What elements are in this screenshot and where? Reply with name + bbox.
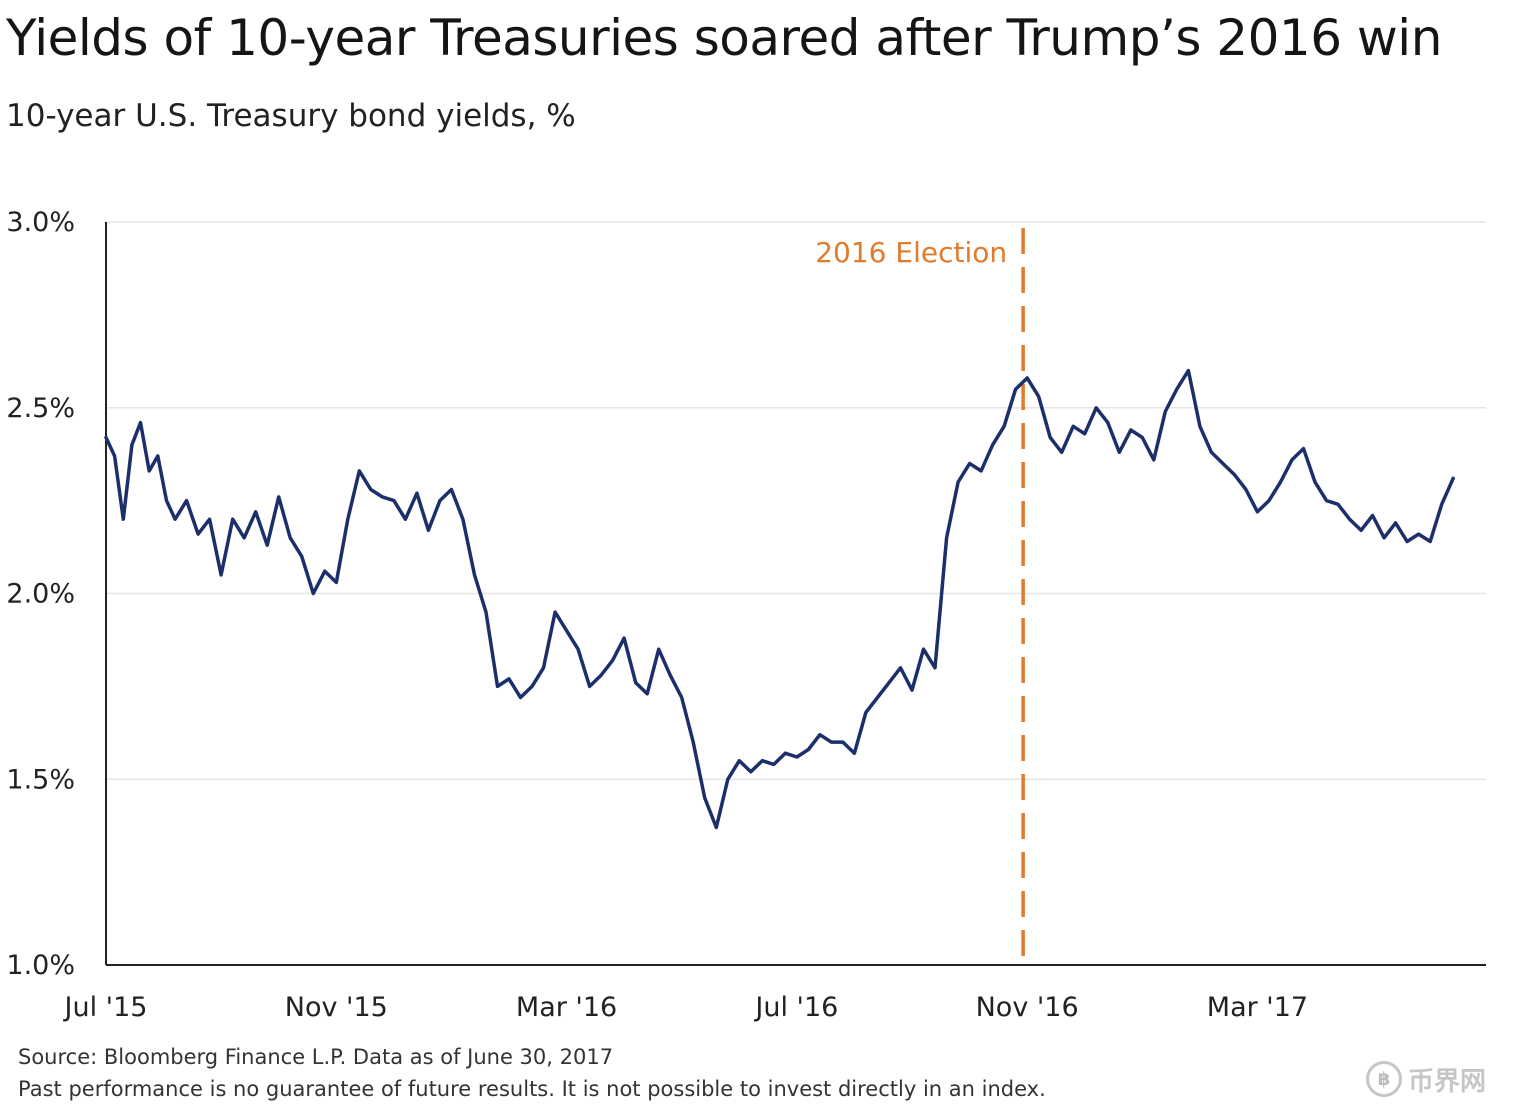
y-axis-ticks: 1.0% 1.5% 2.0% 2.5% 3.0% <box>6 207 75 981</box>
series-line-10y-yield <box>104 368 1455 830</box>
watermark-logo: ฿ 币界网 <box>1366 1056 1506 1102</box>
watermark-text: 币界网 <box>1408 1066 1487 1097</box>
x-tick-label: Mar '17 <box>1207 992 1308 1023</box>
watermark-coin-icon: ฿ <box>1366 1061 1402 1097</box>
x-tick-label: Jul '15 <box>63 992 148 1023</box>
series-group <box>104 368 1455 830</box>
source-note: Source: Bloomberg Finance L.P. Data as o… <box>18 1045 614 1069</box>
y-tick-label: 1.0% <box>6 950 75 981</box>
election-annotation: 2016 Election <box>815 228 1025 965</box>
gridlines <box>106 221 1486 780</box>
chart-area: 1.0% 1.5% 2.0% 2.5% 3.0% Jul '15 Nov '15 Mar '… <box>6 207 1486 1023</box>
disclaimer-note: Past performance is no guarantee of futu… <box>18 1077 1046 1101</box>
x-axis-ticks: Jul '15 Nov '15 Mar '16 Jul '16 Nov '16 Mar '… <box>63 992 1309 1023</box>
y-tick-label: 2.0% <box>6 579 75 610</box>
y-tick-label: 3.0% <box>6 207 75 238</box>
x-tick-label: Mar '16 <box>516 992 617 1023</box>
y-tick-label: 2.5% <box>6 393 75 424</box>
x-tick-label: Nov '16 <box>976 992 1079 1023</box>
chart-title: Yields of 10-year Treasuries soared afte… <box>6 9 1442 67</box>
y-tick-label: 1.5% <box>6 764 75 795</box>
axes <box>105 222 1486 966</box>
election-label: 2016 Election <box>815 236 1007 269</box>
x-tick-label: Nov '15 <box>285 992 388 1023</box>
x-tick-label: Jul '16 <box>753 992 838 1023</box>
chart-subtitle: 10-year U.S. Treasury bond yields, % <box>6 98 576 134</box>
